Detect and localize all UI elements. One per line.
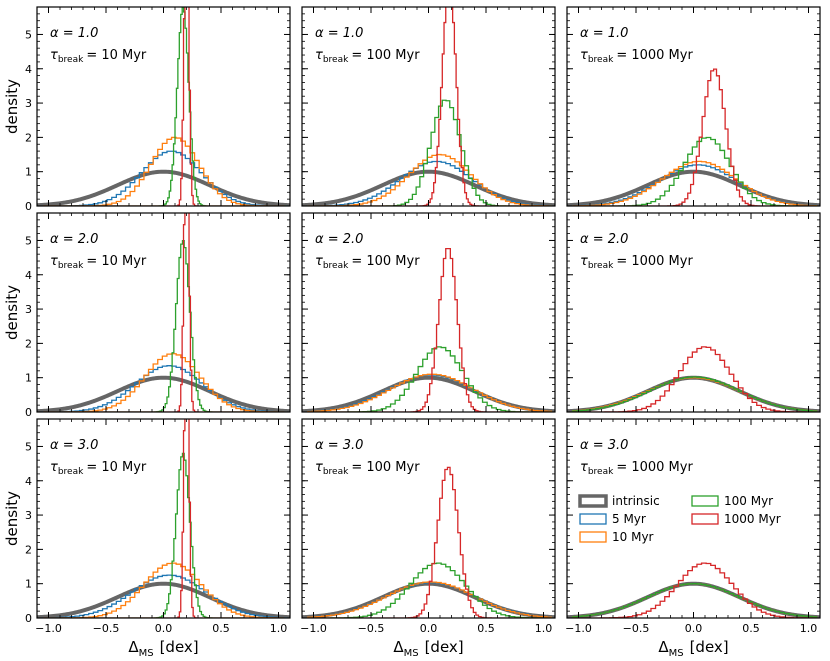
y-tick-label: 1 xyxy=(25,166,32,179)
y-tick-label: 4 xyxy=(25,475,32,488)
series-100-myr xyxy=(42,452,285,618)
series-5-myr xyxy=(42,150,288,206)
x-axis-label: ΔMS [dex] xyxy=(658,638,728,659)
series-100-myr xyxy=(572,583,818,618)
panel-tau-label: τbreak = 100 Myr xyxy=(315,460,420,477)
x-tick-label: −1.0 xyxy=(35,622,62,635)
panel-tau-label: τbreak = 100 Myr xyxy=(315,254,420,271)
panel-alpha-label: α = 3.0 xyxy=(50,438,98,453)
y-tick-label: 1 xyxy=(25,372,32,385)
panel-tau-label: τbreak = 100 Myr xyxy=(315,48,420,65)
panel-2: α = 1.0 τbreak = 100 Myr xyxy=(301,6,556,207)
x-tick-label: 0.0 xyxy=(685,622,703,635)
x-tick-label: −1.0 xyxy=(565,622,592,635)
legend-swatch-10-myr xyxy=(579,531,607,543)
panel-tau-label: τbreak = 1000 Myr xyxy=(580,48,693,65)
panel-alpha-label: α = 3.0 xyxy=(580,438,628,453)
x-tick-label: −0.5 xyxy=(623,622,650,635)
panel-tau-label: τbreak = 10 Myr xyxy=(50,48,147,65)
y-tick-label: 3 xyxy=(25,509,32,522)
series-intrinsic xyxy=(302,169,555,206)
legend-label: 1000 Myr xyxy=(724,512,781,526)
y-axis-label: density xyxy=(3,491,21,546)
x-tick-label: −0.5 xyxy=(93,622,120,635)
y-tick-label: 2 xyxy=(25,131,32,144)
y-tick-label: 0 xyxy=(25,200,32,213)
series-1000-myr xyxy=(307,7,550,206)
series-100-myr xyxy=(572,376,818,412)
panel-alpha-label: α = 1.0 xyxy=(580,26,628,41)
series-1000-myr xyxy=(307,466,551,618)
panel-5: α = 2.0 τbreak = 100 Myr xyxy=(301,212,556,413)
x-tick-label: 0.5 xyxy=(477,622,495,635)
panel-tau-label: τbreak = 10 Myr xyxy=(50,460,147,477)
panel-1: 0 1 2 3 4 5 α = 1.0 τbreak = 10 Myr density xyxy=(3,6,291,213)
x-tick-label: 0.0 xyxy=(420,622,438,635)
legend: intrinsic 5 Myr 10 Myr 100 Myr 1000 Myr xyxy=(578,494,781,544)
legend-label: 5 Myr xyxy=(612,512,646,526)
legend-swatch-intrinsic xyxy=(578,494,608,508)
panel-alpha-label: α = 2.0 xyxy=(315,232,363,247)
panel-alpha-label: α = 1.0 xyxy=(315,26,363,41)
legend-label: 10 Myr xyxy=(612,530,654,544)
y-tick-label: 2 xyxy=(25,543,32,556)
legend-swatch-5-myr xyxy=(579,513,607,525)
y-tick-label: 3 xyxy=(25,97,32,110)
series-1000-myr xyxy=(307,247,550,412)
panel-3: α = 1.0 τbreak = 1000 Myr xyxy=(566,6,821,207)
legend-swatch-100-myr xyxy=(691,495,719,507)
series-100-myr xyxy=(307,99,551,206)
y-tick-label: 3 xyxy=(25,303,32,316)
y-tick-label: 1 xyxy=(25,578,32,591)
panel-6: α = 2.0 τbreak = 1000 Myr xyxy=(566,212,821,413)
y-tick-label: 5 xyxy=(25,440,32,453)
y-tick-label: 0 xyxy=(25,406,32,419)
series-100-myr xyxy=(42,7,286,206)
y-tick-label: 5 xyxy=(25,234,32,247)
panel-9: −1.0 −0.5 0.0 0.5 1.0 α = 3.0 τbreak = 1000 Myr… xyxy=(565,418,821,659)
x-tick-label: 1.0 xyxy=(535,622,553,635)
y-tick-label: 4 xyxy=(25,63,32,76)
panel-alpha-label: α = 2.0 xyxy=(580,232,628,247)
series-10-myr xyxy=(307,153,553,206)
y-tick-label: 4 xyxy=(25,269,32,282)
panel-tau-label: τbreak = 1000 Myr xyxy=(580,460,693,477)
legend-swatch-1000-myr xyxy=(691,513,719,525)
x-tick-label: 0.5 xyxy=(742,622,760,635)
y-axis-label: density xyxy=(3,285,21,340)
panel-8: −1.0 −0.5 0.0 0.5 1.0 α = 3.0 τbreak = 100 Myr Δ… xyxy=(300,418,556,659)
y-tick-label: 0 xyxy=(25,612,32,625)
legend-label: 100 Myr xyxy=(724,494,773,508)
x-tick-label: −0.5 xyxy=(358,622,385,635)
legend-label: intrinsic xyxy=(612,494,660,508)
series-10-myr xyxy=(307,373,553,412)
series-intrinsic xyxy=(37,581,290,618)
panel-7: −1.0 −0.5 0.0 0.5 1.0 0 1 2 3 4 5 α = 3.0 τbreak = 10… xyxy=(3,418,291,659)
panel-alpha-label: α = 2.0 xyxy=(50,232,98,247)
y-tick-label: 5 xyxy=(25,28,32,41)
x-tick-label: 0.5 xyxy=(212,622,230,635)
x-tick-label: 1.0 xyxy=(800,622,818,635)
series-1000-myr xyxy=(572,68,815,206)
series-100-myr xyxy=(42,239,285,412)
panel-alpha-label: α = 1.0 xyxy=(50,26,98,41)
x-axis-label: ΔMS [dex] xyxy=(393,638,463,659)
panel-alpha-label: α = 3.0 xyxy=(315,438,363,453)
x-tick-label: −1.0 xyxy=(300,622,327,635)
x-axis-label: ΔMS [dex] xyxy=(128,638,198,659)
panel-4: 0 1 2 3 4 5 α = 2.0 τbreak = 10 Myr density xyxy=(3,212,291,419)
y-axis-label: density xyxy=(3,79,21,134)
panel-tau-label: τbreak = 1000 Myr xyxy=(580,254,693,271)
series-intrinsic xyxy=(37,169,290,206)
panel-tau-label: τbreak = 10 Myr xyxy=(50,254,147,271)
series-intrinsic xyxy=(37,375,290,412)
x-tick-label: 0.0 xyxy=(155,622,173,635)
x-tick-label: 1.0 xyxy=(270,622,288,635)
y-tick-label: 2 xyxy=(25,337,32,350)
